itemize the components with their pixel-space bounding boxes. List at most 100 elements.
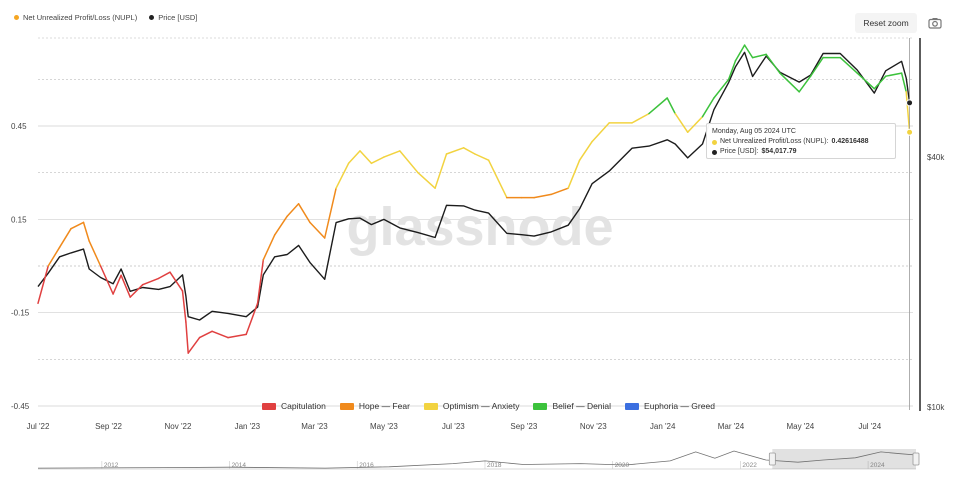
nupl-segment bbox=[533, 193, 552, 199]
nupl-segment bbox=[567, 159, 581, 189]
y-left-tick-label: 0.15 bbox=[11, 215, 27, 224]
navigator-series bbox=[37, 450, 917, 469]
zone-legend-optimism-anxiety[interactable]: Optimism — Anxiety bbox=[423, 401, 519, 411]
nupl-line bbox=[37, 44, 911, 354]
nupl-segment bbox=[765, 53, 781, 74]
nupl-segment bbox=[445, 147, 465, 155]
camera-icon[interactable] bbox=[927, 15, 943, 31]
euphoria-greed-swatch bbox=[625, 402, 640, 410]
nupl-segment bbox=[487, 159, 508, 199]
nupl-segment bbox=[198, 330, 213, 339]
legend-item-nupl[interactable]: Net Unrealized Profit/Loss (NUPL) bbox=[14, 13, 137, 22]
nupl-segment bbox=[37, 265, 49, 305]
nupl-segment bbox=[141, 277, 160, 286]
navigator-handle-right[interactable] bbox=[912, 452, 920, 466]
nupl-segment bbox=[120, 274, 131, 298]
tooltip-nupl-row: Net Unrealized Profit/Loss (NUPL): 0.426… bbox=[712, 137, 890, 147]
nupl-segment bbox=[256, 259, 265, 305]
x-tick-label: Sep '22 bbox=[95, 422, 122, 431]
navigator-handle-left[interactable] bbox=[768, 452, 776, 466]
zone-legend-capitulation[interactable]: Capitulation bbox=[262, 401, 326, 411]
x-tick-label: Jul '22 bbox=[27, 422, 50, 431]
watermark: glassnode bbox=[346, 197, 613, 257]
y-left-tick-label: -0.15 bbox=[11, 309, 30, 318]
y-left-tick-label: -0.45 bbox=[11, 402, 30, 411]
nupl-segment bbox=[578, 140, 593, 161]
nupl-segment bbox=[417, 171, 436, 189]
nupl-segment bbox=[370, 156, 385, 165]
y-right-tick-label: $40k bbox=[927, 153, 945, 162]
zone-legend-hope-fear[interactable]: Hope — Fear bbox=[339, 401, 410, 411]
legend-item-price[interactable]: Price [USD] bbox=[149, 13, 197, 22]
y-left-tick-label: 0.45 bbox=[11, 122, 27, 131]
belief-denial-swatch bbox=[533, 402, 548, 410]
zone-label: Euphoria — Greed bbox=[644, 401, 715, 411]
tooltip-price-label: Price [USD]: bbox=[720, 148, 759, 155]
navigator[interactable]: 2012 2014 2016 2018 2020 2022 2024 bbox=[37, 449, 920, 470]
price-hover-marker bbox=[906, 99, 914, 107]
nupl-segment bbox=[99, 265, 114, 295]
x-tick-label: May '23 bbox=[370, 422, 398, 431]
nupl-segment bbox=[347, 150, 361, 165]
reset-zoom-button[interactable]: Reset zoom bbox=[855, 13, 917, 33]
tooltip-nupl-label: Net Unrealized Profit/Loss (NUPL): bbox=[720, 138, 829, 145]
black-dot-icon bbox=[149, 15, 155, 20]
navigator-year-label: 2012 bbox=[104, 462, 119, 469]
nupl-segment bbox=[262, 234, 276, 261]
navigator-year-label: 2022 bbox=[742, 462, 757, 469]
nupl-segment bbox=[286, 203, 300, 217]
nupl-segment bbox=[873, 75, 887, 90]
x-tick-label: Jan '23 bbox=[235, 422, 261, 431]
black-dot-icon bbox=[712, 149, 717, 155]
nupl-segment bbox=[58, 227, 72, 249]
zone-legend-euphoria-greed[interactable]: Euphoria — Greed bbox=[625, 401, 715, 411]
y-axis-left: 0.45 0.15 -0.15 -0.45 bbox=[11, 122, 30, 411]
nupl-segment bbox=[157, 271, 171, 280]
nupl-segment bbox=[550, 187, 569, 196]
nupl-segment bbox=[112, 274, 122, 295]
navigator-year-label: 2018 bbox=[487, 462, 502, 469]
nupl-segment bbox=[701, 97, 715, 118]
nupl-segment bbox=[686, 115, 704, 133]
nupl-segment bbox=[727, 59, 737, 81]
navigator-year-label: 2024 bbox=[870, 462, 885, 469]
x-tick-label: Mar '24 bbox=[718, 422, 745, 431]
zone-legend-belief-denial[interactable]: Belief — Denial bbox=[533, 401, 611, 411]
x-tick-label: Mar '23 bbox=[301, 422, 328, 431]
x-tick-label: May '24 bbox=[786, 422, 814, 431]
nupl-segment bbox=[884, 72, 903, 77]
nupl-segment bbox=[211, 330, 229, 339]
tooltip-nupl-value: 0.42616488 bbox=[831, 138, 869, 145]
nupl-segment bbox=[82, 221, 90, 242]
nupl-segment bbox=[434, 153, 448, 189]
hope-fear-swatch bbox=[339, 402, 354, 410]
x-tick-label: Jan '24 bbox=[650, 422, 676, 431]
navigator-selection[interactable] bbox=[772, 449, 916, 469]
nupl-segment bbox=[399, 150, 419, 174]
price-series-path bbox=[37, 51, 911, 321]
nupl-segment bbox=[88, 240, 102, 267]
x-tick-label: Jul '23 bbox=[442, 422, 465, 431]
nupl-segment bbox=[856, 72, 876, 90]
nupl-segment bbox=[245, 302, 259, 336]
nupl-segment bbox=[47, 246, 61, 267]
nupl-segment bbox=[474, 153, 490, 161]
nupl-segment bbox=[227, 333, 247, 339]
legend-label-price: Price [USD] bbox=[158, 13, 198, 22]
price-line bbox=[37, 51, 911, 321]
tooltip-date: Monday, Aug 05 2024 UTC bbox=[712, 128, 796, 135]
x-axis: Jul '22 Sep '22 Nov '22 Jan '23 Mar '23 May '… bbox=[27, 422, 882, 431]
zone-label: Hope — Fear bbox=[358, 401, 410, 411]
nupl-segment bbox=[666, 97, 676, 115]
nupl-segment bbox=[900, 72, 907, 93]
nupl-segment bbox=[779, 72, 800, 93]
nupl-segment bbox=[809, 56, 824, 77]
nupl-segment bbox=[169, 271, 184, 292]
crosshair bbox=[906, 38, 914, 410]
y-right-tick-label: $10k bbox=[927, 403, 945, 412]
nupl-segment bbox=[187, 336, 201, 354]
navigator-year-label: 2020 bbox=[615, 462, 630, 469]
zone-label: Belief — Denial bbox=[552, 401, 612, 411]
zone-legend: Capitulation Hope — Fear Optimism — Anxi… bbox=[262, 401, 715, 411]
